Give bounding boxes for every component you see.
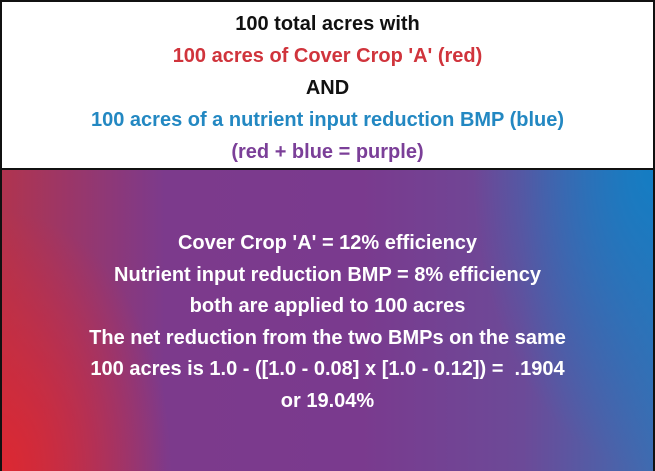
header-line: 100 acres of a nutrient input reduction …	[90, 109, 565, 131]
header-line: (red + blue = purple)	[231, 141, 424, 163]
body-line: or 19.04%	[280, 389, 375, 412]
body-line: 100 acres is 1.0 - ([1.0 - 0.08] x [1.0 …	[90, 358, 565, 380]
header-line: 100 total acres with	[235, 13, 420, 35]
body-line: The net reduction from the two BMPs on t…	[89, 326, 566, 349]
header-line: 100 acres of Cover Crop 'A' (red)	[172, 45, 483, 67]
body-line: both are applied to 100 acres	[189, 295, 466, 317]
gradient-box: Cover Crop 'A' = 12% efficiency Nutrient…	[2, 170, 653, 471]
header-box: 100 total acres with 100 acres of Cover …	[2, 2, 653, 170]
header-line: AND	[305, 77, 350, 99]
body-line: Nutrient input reduction BMP = 8% effici…	[114, 263, 541, 286]
body-line: Cover Crop 'A' = 12% efficiency	[177, 232, 478, 254]
